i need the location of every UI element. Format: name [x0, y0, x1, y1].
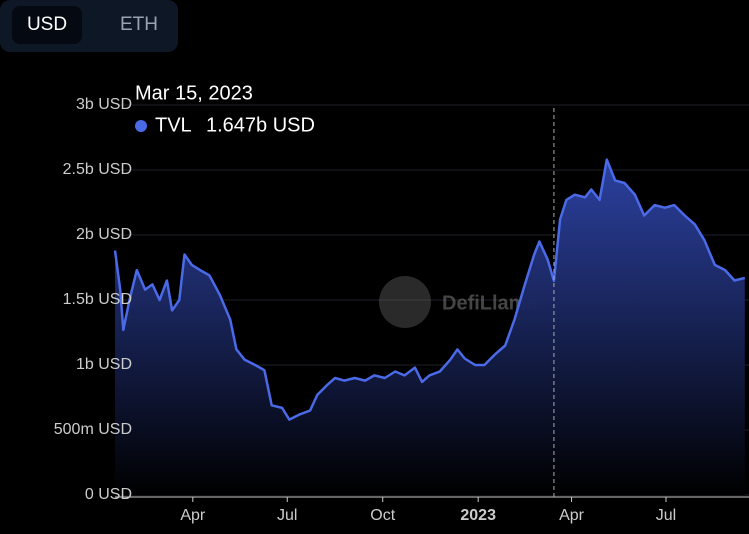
x-tick-label: 2023: [460, 507, 496, 524]
y-tick-label: 500m USD: [54, 421, 132, 438]
y-tick-label: 1.5b USD: [63, 291, 132, 308]
x-tick-label: Apr: [180, 507, 206, 524]
x-tick-label: Jul: [656, 507, 676, 524]
area: [115, 159, 745, 495]
tooltip-date: Mar 15, 2023: [135, 82, 253, 104]
x-tick-label: Jul: [277, 507, 297, 524]
y-tick-label: 0 USD: [85, 486, 132, 503]
watermark-text: DefiLlama: [442, 292, 538, 314]
line: [113, 158, 746, 421]
y-tick-label: 2.5b USD: [63, 161, 132, 178]
currency-toggle: USD ETH: [0, 0, 178, 52]
y-tick-label: 3b USD: [76, 96, 132, 113]
tooltip-value: 1.647b USD: [206, 114, 315, 136]
tooltip-series: TVL: [155, 114, 192, 136]
y-tick-label: 2b USD: [76, 226, 132, 243]
x-tick-label: Oct: [370, 507, 395, 524]
tooltip-marker: [135, 120, 147, 132]
watermark-logo: [379, 276, 431, 328]
eth-button[interactable]: ETH: [120, 14, 158, 35]
watermark: [379, 276, 431, 328]
x-tick-label: Apr: [559, 507, 585, 524]
usd-button[interactable]: USD: [12, 6, 82, 44]
y-tick-label: 1b USD: [76, 356, 132, 373]
